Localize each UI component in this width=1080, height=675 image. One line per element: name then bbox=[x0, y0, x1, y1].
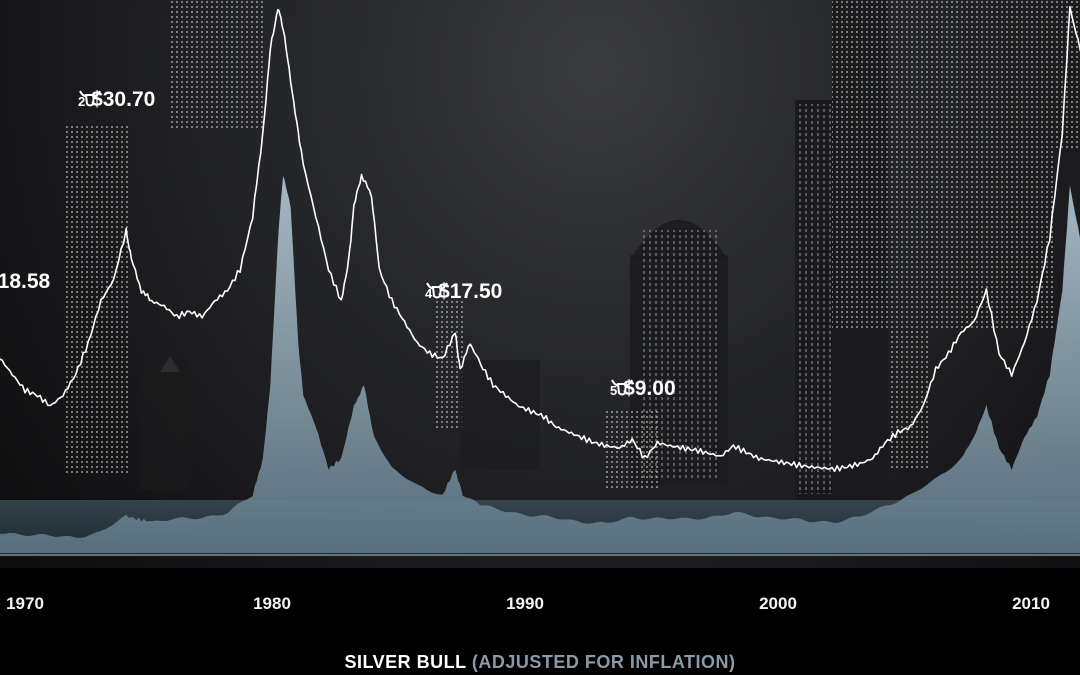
inflation-adjusted-area bbox=[0, 176, 1080, 553]
x-tick-label: 1970 bbox=[6, 594, 44, 613]
peak-5-number: 5 bbox=[610, 383, 618, 398]
annotation-peak-0: $18.58 bbox=[0, 270, 50, 294]
footer-title: SILVER BULL bbox=[344, 652, 467, 672]
peak-0-value: $18.58 bbox=[0, 270, 51, 293]
annotation-peak-5: 5 $9.00 bbox=[610, 377, 676, 401]
x-tick-label: 1980 bbox=[253, 594, 291, 613]
bull-icon bbox=[611, 379, 633, 396]
annotation-peak-4: 4 $17.50 bbox=[425, 280, 502, 304]
city-skyline-background bbox=[64, 0, 1080, 500]
peak-5-value: $9.00 bbox=[623, 377, 676, 400]
chart-footer-title: SILVER BULL (ADJUSTED FOR INFLATION) bbox=[0, 652, 1080, 673]
peak-4-number: 4 bbox=[425, 286, 433, 301]
silver-price-line bbox=[0, 5, 1080, 473]
axis-band bbox=[0, 568, 1080, 675]
footer-subtitle: (ADJUSTED FOR INFLATION) bbox=[471, 652, 736, 672]
x-tick-label: 1990 bbox=[506, 594, 544, 613]
peak-4-value: $17.50 bbox=[438, 280, 503, 303]
x-tick-label: 2000 bbox=[759, 594, 797, 613]
peak-2-number: 2 bbox=[78, 94, 86, 109]
peak-2-value: $30.70 bbox=[91, 88, 156, 111]
bull-icon bbox=[79, 90, 101, 107]
annotation-peak-2: 2 $30.70 bbox=[78, 88, 155, 112]
x-tick-label: 2010 bbox=[1012, 594, 1050, 613]
bull-icon bbox=[426, 282, 448, 299]
